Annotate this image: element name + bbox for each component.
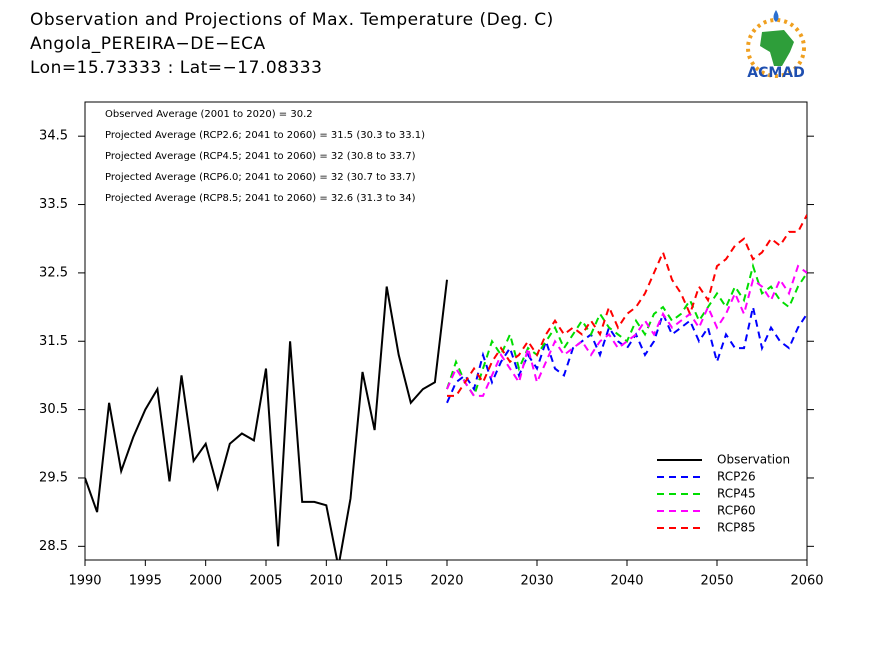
chart-location: Lon=15.73333 : Lat=−17.08333 <box>30 58 322 78</box>
legend-label: RCP26 <box>717 470 756 484</box>
legend-label: RCP60 <box>717 504 756 518</box>
legend-label: RCP45 <box>717 487 756 501</box>
annotation: Projected Average (RCP4.5; 2041 to 2060)… <box>105 151 416 162</box>
x-tick-label: 2015 <box>370 574 403 589</box>
annotation: Projected Average (RCP2.6; 2041 to 2060)… <box>105 130 425 141</box>
x-tick-label: 2060 <box>790 574 823 589</box>
series-line <box>85 279 448 560</box>
x-tick-label: 2000 <box>189 574 222 589</box>
legend-label: RCP85 <box>717 521 756 535</box>
x-tick-label: 2030 <box>520 574 553 589</box>
plot-frame <box>84 101 808 561</box>
y-tick-label: 34.5 <box>39 129 68 144</box>
y-tick-label: 31.5 <box>39 334 68 349</box>
chart-title: Observation and Projections of Max. Temp… <box>30 10 554 30</box>
x-tick-label: 2020 <box>430 574 463 589</box>
x-tick-label: 1990 <box>68 574 101 589</box>
x-tick-label: 2010 <box>310 574 343 589</box>
legend-label: Observation <box>717 453 790 467</box>
y-tick-label: 30.5 <box>39 402 68 417</box>
series-line <box>446 306 807 404</box>
logo-ring <box>746 18 806 78</box>
logo: ACMAD <box>746 10 806 81</box>
series-line <box>446 264 807 397</box>
y-tick-label: 29.5 <box>39 470 68 485</box>
plot-lines <box>85 214 807 560</box>
x-tick-label: 1995 <box>129 574 162 589</box>
series-line <box>447 214 807 397</box>
logo-africa <box>760 30 794 66</box>
x-tick-label: 2005 <box>249 574 282 589</box>
annotation: Observed Average (2001 to 2020) = 30.2 <box>105 109 313 120</box>
annotation: Projected Average (RCP8.5; 2041 to 2060)… <box>105 193 416 204</box>
x-tick-label: 2050 <box>700 574 733 589</box>
x-tick-label: 2040 <box>610 574 643 589</box>
y-tick-label: 33.5 <box>39 197 68 212</box>
logo-drop <box>773 10 779 22</box>
y-tick-label: 28.5 <box>39 539 68 554</box>
chart-subtitle: Angola_PEREIRA−DE−ECA <box>30 34 266 54</box>
annotation: Projected Average (RCP6.0; 2041 to 2060)… <box>105 172 416 183</box>
logo-text: ACMAD <box>747 65 805 81</box>
series-line <box>446 262 807 399</box>
y-tick-label: 32.5 <box>39 265 68 280</box>
